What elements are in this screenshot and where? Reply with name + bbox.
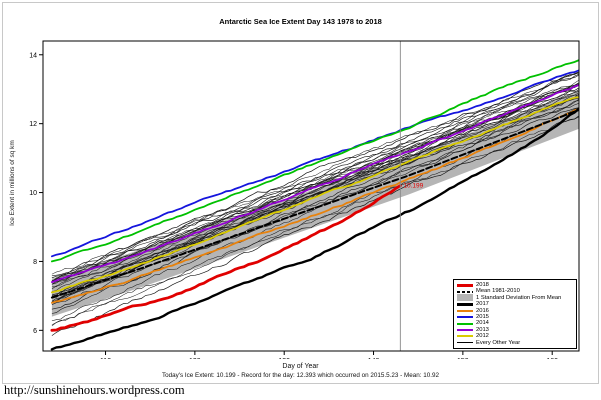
legend-swatch-thick — [457, 283, 473, 287]
series-2018 — [50, 184, 402, 332]
legend-label: 2015 — [476, 313, 489, 320]
other-year-line — [51, 73, 579, 285]
y-tick-label: 8 — [33, 259, 37, 266]
legend-label: 1 Standard Deviation From Mean — [476, 294, 562, 301]
legend-label: Mean 1981-2010 — [476, 288, 520, 295]
y-tick-label: 12 — [29, 121, 37, 128]
series-2012 — [51, 96, 579, 294]
other-year-line — [51, 116, 579, 327]
x-tick-label: 120 — [189, 358, 201, 359]
legend-row: 2016 — [457, 308, 573, 314]
chart-caption: Today's Ice Extent: 10.199 - Record for … — [161, 372, 440, 379]
series-2017 — [50, 107, 579, 351]
other-year-line — [51, 107, 579, 326]
legend-swatch-dashed — [457, 290, 473, 293]
legend-swatch-medium — [457, 316, 473, 319]
legend-row: Every Other Year — [457, 340, 573, 346]
other-year-line — [51, 71, 579, 277]
series-2013 — [51, 84, 579, 283]
legend-row: 2013 — [457, 327, 573, 333]
other-year-line — [51, 91, 579, 298]
legend-row: 2017 — [457, 301, 573, 307]
other-year-line — [51, 98, 579, 322]
x-tick-label: 110 — [100, 358, 111, 359]
legend-label: 2013 — [476, 326, 489, 333]
legend-swatch-thin — [457, 342, 473, 344]
x-axis-label: Day of Year — [282, 363, 319, 370]
legend-label: 2012 — [476, 333, 489, 340]
legend-row: 2015 — [457, 314, 573, 320]
other-year-line — [51, 85, 579, 282]
legend-swatch-medium — [457, 322, 473, 325]
legend-swatch-medium — [457, 309, 473, 312]
y-tick-label: 6 — [33, 328, 37, 335]
x-tick-label: 160 — [546, 358, 558, 359]
series-mean-1981-2010 — [50, 108, 579, 299]
other-year-line — [51, 71, 579, 279]
x-tick-label: 150 — [457, 358, 469, 359]
legend-row: 2014 — [457, 320, 573, 326]
series-2014 — [51, 59, 579, 263]
legend-label: 2016 — [476, 307, 489, 314]
legend-swatch-medium — [457, 335, 473, 338]
chart-title: Antarctic Sea Ice Extent Day 143 1978 to… — [219, 17, 382, 26]
other-year-line — [51, 72, 579, 281]
legend-label: 2017 — [476, 301, 489, 308]
y-tick-label: 14 — [29, 52, 37, 59]
series-2016 — [51, 108, 579, 304]
legend-label: Every Other Year — [476, 339, 521, 346]
legend-label: 2018 — [476, 282, 489, 288]
x-tick-label: 140 — [368, 358, 380, 359]
series-2015 — [51, 69, 579, 258]
legend-row: 2012 — [457, 333, 573, 339]
other-year-line — [51, 94, 579, 296]
other-year-line — [51, 115, 579, 336]
y-axis-label: Ice Extent in millions of sq km — [9, 140, 16, 226]
legend-swatch-band — [457, 294, 473, 302]
plot-border — [42, 40, 580, 352]
legend-row: Mean 1981-2010 — [457, 288, 573, 294]
chart-image: Antarctic Sea Ice Extent Day 143 1978 to… — [2, 2, 599, 384]
legend: 2018 Mean 1981-2010 1 Standard Deviation F… — [453, 279, 577, 349]
chart-canvas: 110 120 130 140 150 160 6 8 10 12 14 10.199 — [29, 40, 580, 359]
legend-swatch-thick — [457, 302, 473, 306]
legend-row: 2018 — [457, 282, 573, 288]
legend-row: 1 Standard Deviation From Mean — [457, 294, 573, 302]
other-year-line — [51, 102, 579, 305]
y-tick-label: 10 — [29, 190, 37, 197]
other-year-line — [51, 79, 579, 275]
site-url-link[interactable]: http://sunshinehours.wordpress.com — [4, 383, 185, 397]
x-tick-label: 130 — [278, 358, 290, 359]
legend-label: 2014 — [476, 320, 489, 327]
other-year-line — [51, 87, 579, 296]
legend-swatch-medium — [457, 328, 473, 331]
today-value-annotation: 10.199 — [403, 183, 423, 190]
